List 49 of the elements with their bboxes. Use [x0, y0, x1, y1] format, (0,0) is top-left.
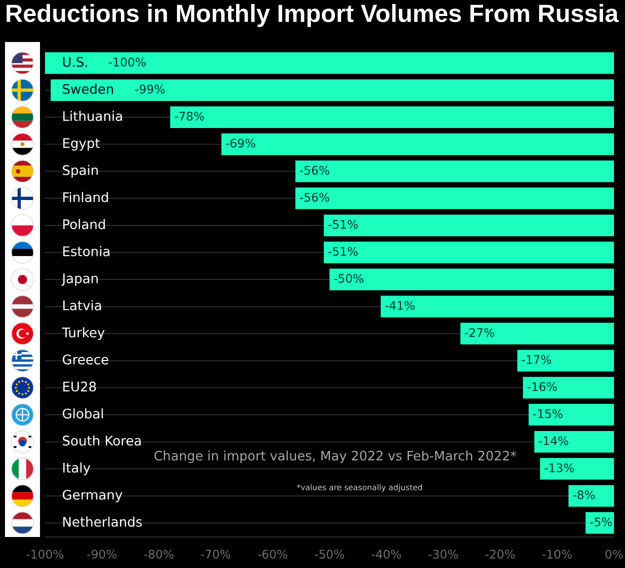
data-label: -17% — [522, 355, 552, 364]
x-tick-label: -80% — [144, 550, 174, 559]
y-tick-label: EU28 — [63, 382, 96, 392]
y-tick-label: Sweden — [62, 84, 114, 94]
data-label: -15% — [533, 409, 562, 418]
y-tick-label: Italy — [63, 462, 90, 476]
data-label: -5% — [590, 517, 612, 526]
y-tick-label: Poland — [63, 219, 105, 230]
y-tick-label: Finland — [63, 192, 108, 202]
data-label: -27% — [464, 328, 494, 338]
chart-title: Reductions in Monthly Import Volumes From Russia — [6, 4, 619, 28]
y-tick-label: U.S. — [63, 56, 87, 67]
y-tick-label: Germany — [62, 490, 122, 502]
data-label: -8% — [573, 490, 595, 500]
data-label: -50% — [334, 274, 364, 283]
data-label: -51% — [328, 220, 358, 229]
data-label: -16% — [528, 382, 557, 392]
y-tick-label: Greece — [62, 354, 108, 364]
data-label: -56% — [300, 166, 330, 175]
y-tick-label: Lithuania — [63, 110, 122, 122]
y-tick-label: Latvia — [63, 300, 101, 310]
y-tick-label: Netherlands — [63, 516, 142, 527]
x-tick-label: 0% — [605, 550, 623, 559]
y-tick-label: South Korea — [62, 435, 141, 446]
x-tick-label: -40% — [372, 550, 401, 559]
x-tick-label: -60% — [258, 550, 288, 559]
data-label: -78% — [174, 112, 204, 121]
x-tick-label: -50% — [314, 550, 344, 559]
data-label: -14% — [538, 436, 568, 446]
data-label: -41% — [385, 301, 415, 310]
x-tick-label: -20% — [486, 550, 515, 559]
x-tick-label: -10% — [542, 550, 572, 559]
data-label: -13% — [544, 463, 574, 472]
data-label: -51% — [328, 246, 358, 256]
data-label: -56% — [300, 192, 330, 202]
x-tick-label: -70% — [201, 550, 230, 559]
y-tick-label: Turkey — [62, 327, 105, 340]
y-tick-label: Egypt — [63, 138, 100, 151]
x-tick-label: -30% — [428, 550, 458, 559]
y-tick-label: Japan — [61, 274, 98, 286]
data-label: -69% — [226, 138, 256, 148]
y-tick-label: Spain — [62, 164, 98, 178]
x-tick-label: -100% — [26, 550, 64, 559]
data-label: -100% — [108, 58, 146, 67]
annotation: Change in import values, May 2022 vs Feb-March 2022* — [154, 450, 516, 464]
y-tick-label: Global — [62, 408, 103, 419]
data-label: -99% — [135, 84, 165, 94]
x-tick-label: -90% — [87, 550, 116, 559]
y-tick-label: Estonia — [63, 246, 110, 256]
